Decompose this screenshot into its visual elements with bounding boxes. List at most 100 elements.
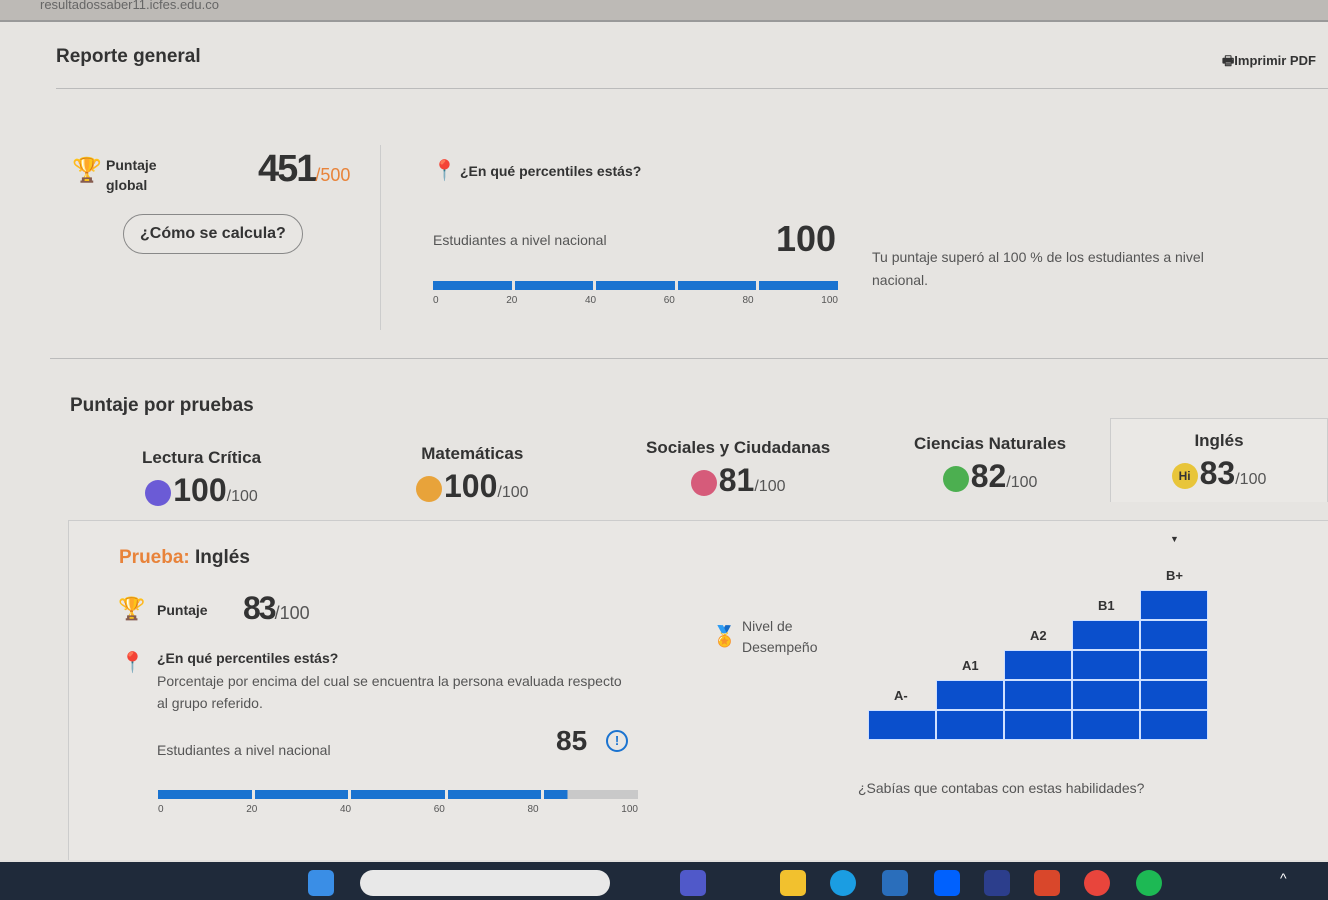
spotify-icon[interactable]	[1136, 870, 1162, 896]
tick-label: 100	[821, 295, 838, 306]
test-score: 81	[718, 462, 755, 498]
edge-icon[interactable]	[830, 870, 856, 896]
test-bar-segment	[254, 790, 349, 799]
test-tab-0[interactable]: Lectura Crítica 100/100	[142, 448, 261, 509]
level-label: A-	[894, 688, 908, 703]
teams-icon[interactable]	[680, 870, 706, 896]
score-label: Puntaje	[157, 602, 208, 618]
global-percentile-bar: 0 20 40 60 80 100	[433, 281, 838, 306]
tick-label: 40	[584, 295, 597, 306]
divider	[56, 88, 1328, 89]
level-block-B+	[1140, 590, 1208, 620]
tick-label: 40	[339, 804, 352, 815]
detail-title: Prueba: Inglés	[119, 547, 250, 568]
chevron-up-icon[interactable]: ^	[1280, 870, 1287, 886]
level-block-B+	[1140, 710, 1208, 740]
test-tab-3[interactable]: Ciencias Naturales 82/100	[914, 434, 1066, 495]
url-bar[interactable]: resultadossaber11.icfes.edu.co	[0, 0, 1328, 20]
test-tab-4[interactable]: Inglés Hi 83/100	[1110, 418, 1328, 502]
tick-label: 20	[506, 295, 518, 306]
tick-label: 80	[742, 295, 754, 306]
level-block-A-	[868, 710, 936, 740]
level-block-B1	[1072, 710, 1140, 740]
how-calculated-button[interactable]: ¿Cómo se calcula?	[123, 214, 303, 254]
file-explorer-icon[interactable]	[780, 870, 806, 896]
test-name: Matemáticas	[421, 444, 524, 463]
performance-level-chart: A- A1 A2 B1 B+	[868, 568, 1218, 740]
app-icon[interactable]	[984, 870, 1010, 896]
test-max: /100	[1006, 474, 1038, 491]
test-score: 83/100	[243, 590, 310, 626]
global-bar-segment	[433, 281, 512, 290]
test-tab-2[interactable]: Sociales y Ciudadanas 81/100	[646, 438, 830, 499]
info-icon[interactable]: !	[606, 730, 628, 752]
percentile-title: ¿En qué percentiles estás?	[460, 163, 642, 179]
printer-icon: 🖶	[1222, 53, 1235, 68]
leaf-icon	[942, 465, 969, 492]
tick-label: 20	[246, 804, 258, 815]
level-block-A2	[1004, 650, 1072, 680]
test-bar-segment	[351, 790, 445, 799]
global-bar-segment	[596, 281, 675, 290]
hi-bubble-icon: Hi	[1171, 462, 1198, 489]
test-max: /100	[497, 484, 529, 501]
location-pin-icon: 📍	[120, 652, 145, 674]
store-icon[interactable]	[882, 870, 908, 896]
percentile-value: 85	[556, 725, 588, 756]
percentile-note: Tu puntaje superó al 100 % de los estudi…	[872, 249, 1204, 288]
calculator-icon	[416, 475, 442, 502]
wps-icon[interactable]	[1034, 870, 1060, 896]
current-level-marker-icon: ▼	[1170, 534, 1179, 544]
level-label: B1	[1098, 598, 1115, 613]
test-max: /100	[1235, 471, 1267, 488]
test-percentile-bar: 0 20 40 60 80 100	[158, 790, 638, 815]
percentile-description: Porcentaje por encima del cual se encuen…	[157, 673, 622, 711]
level-label: B+	[1166, 568, 1183, 583]
trophy-icon: 🏆	[72, 157, 102, 184]
level-block-B1	[1072, 650, 1140, 680]
level-block-A2	[1004, 680, 1072, 710]
level-label: A2	[1030, 628, 1047, 643]
test-bar-segment	[447, 790, 542, 799]
divider	[380, 145, 381, 330]
test-name: Ciencias Naturales	[914, 434, 1067, 453]
test-score: 82	[970, 458, 1007, 494]
test-score: 100	[444, 468, 498, 504]
global-bar-segment	[759, 281, 838, 290]
tick-label: 60	[433, 804, 445, 815]
level-block-A1	[936, 710, 1004, 740]
chrome-icon[interactable]	[1084, 870, 1110, 896]
test-max: /100	[226, 488, 258, 505]
start-icon[interactable]	[308, 870, 334, 896]
search-box[interactable]	[360, 870, 610, 896]
level-block-B1	[1072, 680, 1140, 710]
global-score: 451/500	[258, 148, 351, 190]
percentile-title: ¿En qué percentiles estás?	[157, 650, 339, 666]
tick-label: 100	[621, 804, 638, 815]
book-icon	[145, 479, 172, 506]
tick-label: 80	[527, 804, 539, 815]
level-block-B+	[1140, 680, 1208, 710]
dropbox-icon[interactable]	[934, 870, 960, 896]
test-tab-1[interactable]: Matemáticas 100/100	[416, 444, 529, 505]
test-name: Sociales y Ciudadanas	[646, 438, 831, 457]
level-block-A2	[1004, 710, 1072, 740]
skills-question[interactable]: ¿Sabías que contabas con estas habilidad…	[858, 780, 1145, 796]
print-pdf-button[interactable]: 🖶Imprimir PDF	[1222, 53, 1316, 68]
test-bar-segment	[158, 790, 252, 799]
group-label: Estudiantes a nivel nacional	[433, 232, 607, 248]
tick-label: 0	[158, 804, 164, 815]
test-name: Lectura Crítica	[142, 448, 262, 467]
global-score-label: Puntaje global	[106, 157, 157, 193]
level-block-A1	[936, 680, 1004, 710]
taskbar: ^	[0, 862, 1328, 900]
level-block-B+	[1140, 620, 1208, 650]
level-label: Nivel de Desempeño	[742, 618, 818, 655]
test-max: /100	[754, 478, 786, 495]
test-score: 100	[173, 472, 227, 508]
test-name: Inglés	[1194, 431, 1244, 450]
location-pin-icon: 📍	[432, 160, 457, 182]
level-block-B+	[1140, 650, 1208, 680]
group-label: Estudiantes a nivel nacional	[157, 742, 331, 758]
test-bar-segment	[544, 790, 638, 799]
